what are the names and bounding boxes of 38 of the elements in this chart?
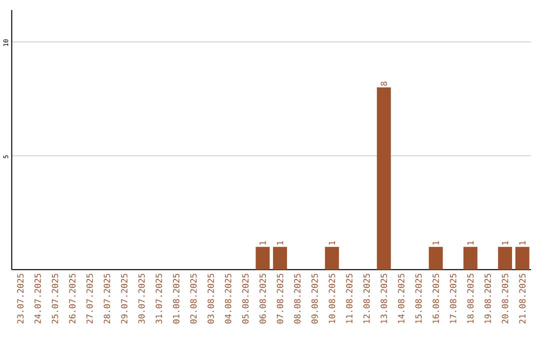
x-tick-label: 08.08.2025 [294, 274, 301, 324]
x-tick-label: 24.07.2025 [34, 274, 41, 324]
x-tick-label: 02.08.2025 [190, 274, 197, 324]
x-tick-label: 28.07.2025 [104, 274, 110, 324]
x-tick-label: 17.08.2025 [450, 274, 456, 324]
x-tick-label: 14.08.2025 [398, 274, 404, 324]
data-label: 1 [502, 241, 508, 245]
x-tick-label: 25.07.2025 [52, 274, 58, 324]
x-tick-label: 21.08.2025 [519, 274, 526, 324]
x-tick-label: 09.08.2025 [311, 274, 318, 324]
x-tick-label: 30.07.2025 [138, 274, 145, 324]
data-label: 1 [432, 241, 439, 245]
data-label: 1 [467, 241, 474, 245]
x-tick-label: 13.08.2025 [380, 274, 388, 324]
x-tick-label: 11.08.2025 [346, 274, 352, 324]
x-tick-label: 18.08.2025 [467, 274, 474, 324]
data-label: 1 [260, 241, 266, 245]
data-label: 1 [276, 241, 284, 245]
x-tick-label: 04.08.2025 [224, 274, 232, 324]
x-tick-label: 23.07.2025 [17, 274, 24, 324]
x-tick-label: 06.08.2025 [260, 274, 266, 324]
x-tick-label: 03.08.2025 [208, 274, 214, 324]
x-tick-label: 16.08.2025 [432, 274, 440, 324]
x-tick-label: 07.08.2025 [276, 274, 284, 324]
x-tick-label: 26.07.2025 [69, 274, 76, 324]
x-tick-label: 01.08.2025 [172, 274, 180, 324]
x-tick-label: 27.07.2025 [86, 274, 93, 324]
x-tick-label: 19.08.2025 [484, 274, 491, 324]
x-tick-label: 10.08.2025 [328, 274, 336, 324]
x-tick-label: 31.07.2025 [156, 274, 162, 324]
x-tick-label: 29.07.2025 [121, 274, 128, 324]
x-tick-label: 12.08.2025 [363, 274, 370, 324]
x-tick-label: 05.08.2025 [242, 274, 249, 324]
data-label: 8 [380, 82, 388, 86]
data-label: 1 [519, 241, 526, 245]
data-label: 1 [328, 241, 336, 245]
x-tick-label: 15.08.2025 [415, 274, 422, 324]
x-tick-label: 20.08.2025 [502, 274, 508, 324]
